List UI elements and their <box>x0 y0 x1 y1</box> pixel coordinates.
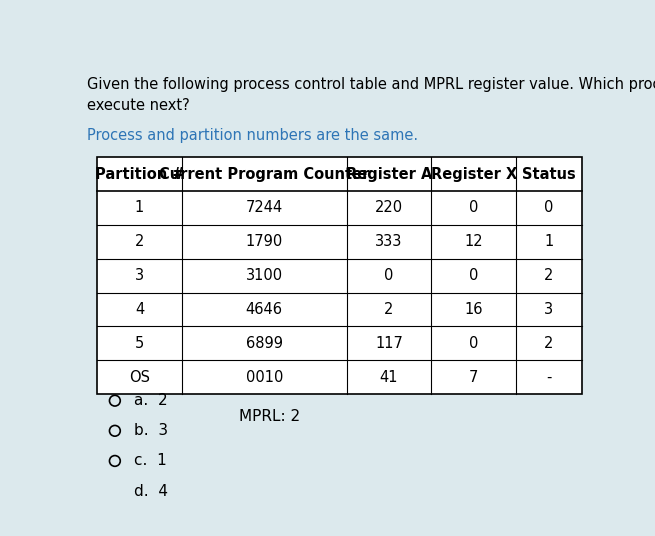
Text: 2: 2 <box>544 268 553 283</box>
Text: Partition #: Partition # <box>95 167 184 182</box>
Text: Current Program Counter: Current Program Counter <box>159 167 369 182</box>
Text: Given the following process control table and MPRL register value. Which process: Given the following process control tabl… <box>87 77 655 113</box>
Text: b.  3: b. 3 <box>134 423 168 438</box>
Text: 1790: 1790 <box>246 234 283 249</box>
Text: 0: 0 <box>469 336 478 351</box>
Text: 220: 220 <box>375 200 403 215</box>
Text: MPRL: 2: MPRL: 2 <box>239 410 300 425</box>
Text: 2: 2 <box>544 336 553 351</box>
Text: 0: 0 <box>469 200 478 215</box>
Text: 2: 2 <box>384 302 394 317</box>
Text: 6899: 6899 <box>246 336 283 351</box>
Text: 7: 7 <box>469 370 478 385</box>
Text: Register A: Register A <box>346 167 432 182</box>
Text: 5: 5 <box>135 336 144 351</box>
Text: 0: 0 <box>469 268 478 283</box>
Text: 333: 333 <box>375 234 403 249</box>
Text: Status: Status <box>522 167 576 182</box>
Text: 0: 0 <box>544 200 553 215</box>
Text: c.  1: c. 1 <box>134 453 167 468</box>
Text: 16: 16 <box>464 302 483 317</box>
Text: Register X: Register X <box>430 167 517 182</box>
Text: OS: OS <box>129 370 150 385</box>
Text: a.  2: a. 2 <box>134 393 168 408</box>
Text: -: - <box>546 370 552 385</box>
Text: 12: 12 <box>464 234 483 249</box>
Text: 7244: 7244 <box>246 200 283 215</box>
Text: d.  4: d. 4 <box>134 483 168 498</box>
Text: 0: 0 <box>384 268 394 283</box>
Text: 4: 4 <box>135 302 144 317</box>
Text: 117: 117 <box>375 336 403 351</box>
Text: 0010: 0010 <box>246 370 283 385</box>
Text: 3100: 3100 <box>246 268 283 283</box>
Text: 4646: 4646 <box>246 302 283 317</box>
Text: 3: 3 <box>135 268 144 283</box>
Text: 1: 1 <box>544 234 553 249</box>
Bar <box>97 157 582 394</box>
Text: 2: 2 <box>135 234 144 249</box>
Text: 3: 3 <box>544 302 553 317</box>
Text: 1: 1 <box>135 200 144 215</box>
Text: Process and partition numbers are the same.: Process and partition numbers are the sa… <box>87 128 418 143</box>
Text: 41: 41 <box>380 370 398 385</box>
